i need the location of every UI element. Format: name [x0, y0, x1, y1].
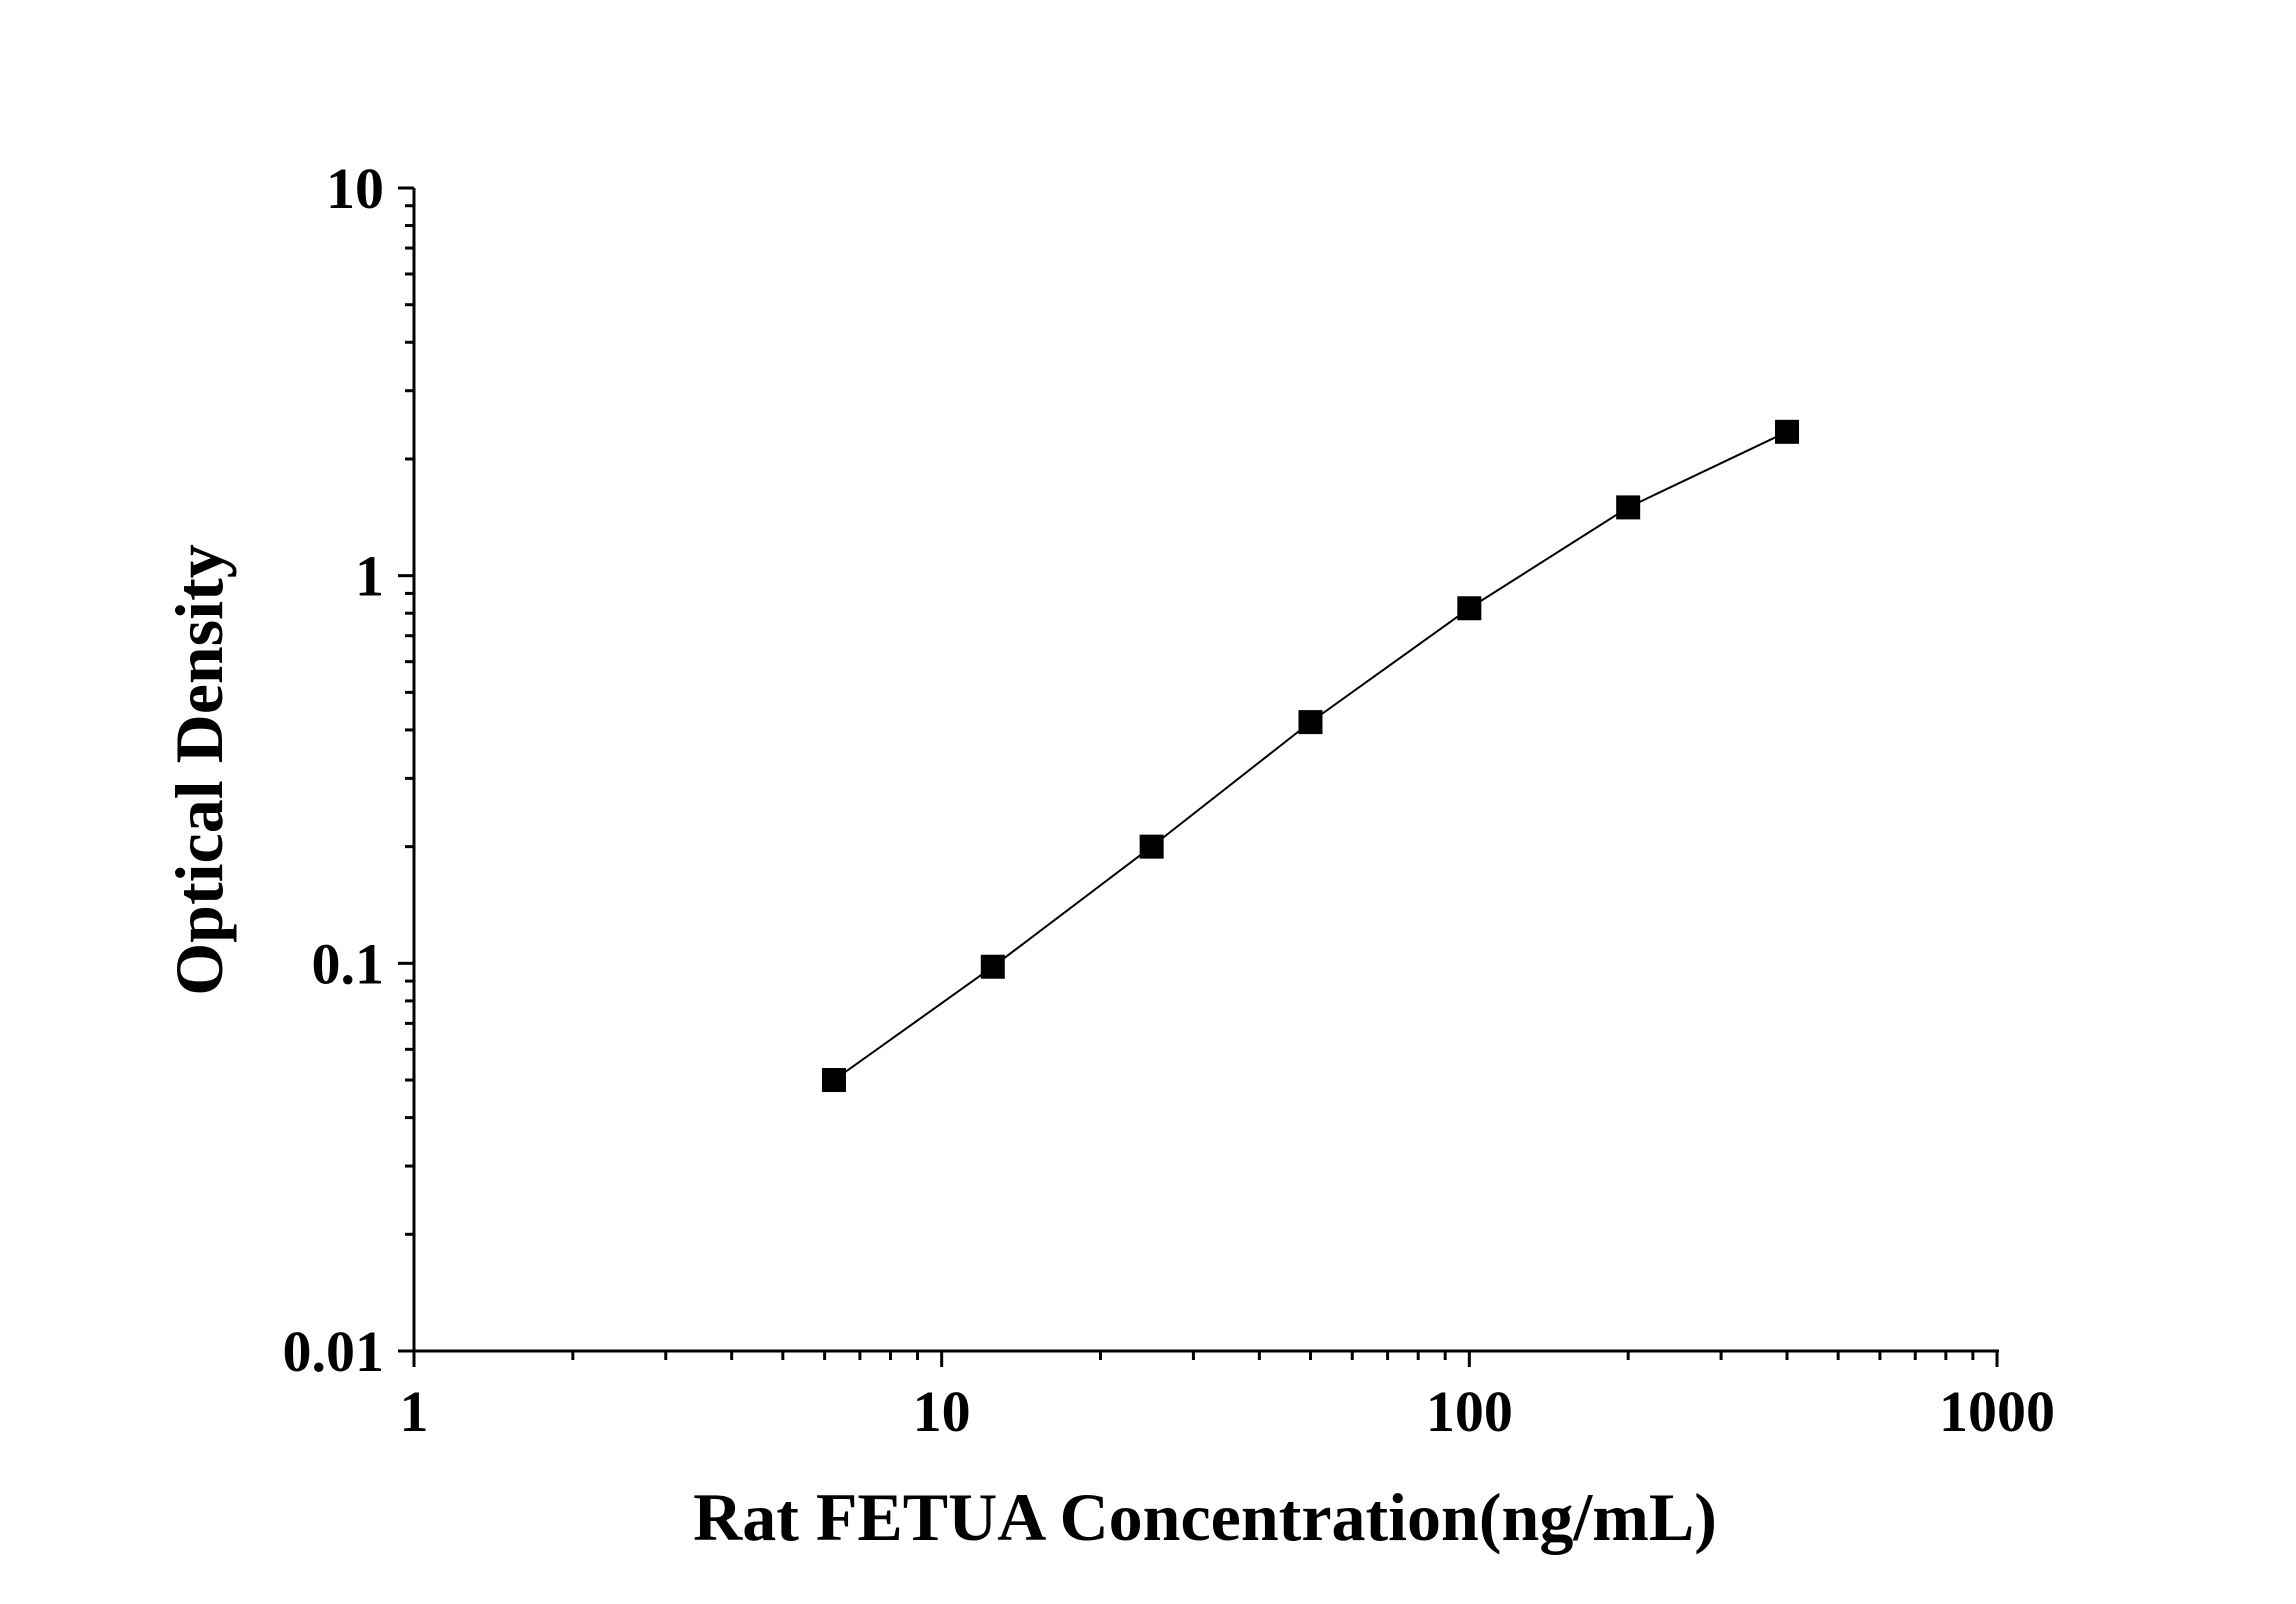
x-tick-label: 1000	[1939, 1379, 2055, 1444]
data-point	[1457, 596, 1482, 621]
series	[821, 419, 1800, 1093]
data-point	[1298, 710, 1323, 735]
x-tick-label: 100	[1426, 1379, 1513, 1444]
x-tick-label: 1	[400, 1379, 429, 1444]
x-tick-label: 10	[913, 1379, 971, 1444]
y-axis-title: Optical Density	[161, 544, 237, 995]
data-point	[980, 954, 1005, 979]
data-point	[821, 1068, 846, 1093]
data-point	[1616, 495, 1641, 520]
axes	[398, 186, 1999, 1367]
y-tick-label: 0.1	[312, 931, 385, 996]
data-point	[1139, 834, 1164, 859]
y-tick-label: 1	[355, 544, 384, 609]
tick-labels: 1 10 100 1000 0.01 0.1 1 10	[283, 156, 2056, 1444]
x-axis-title: Rat FETUA Concentration(ng/mL)	[693, 1479, 1717, 1555]
y-tick-label: 10	[326, 156, 384, 221]
y-tick-label: 0.01	[283, 1319, 385, 1384]
series-line	[833, 430, 1788, 1081]
data-point	[1775, 419, 1800, 444]
